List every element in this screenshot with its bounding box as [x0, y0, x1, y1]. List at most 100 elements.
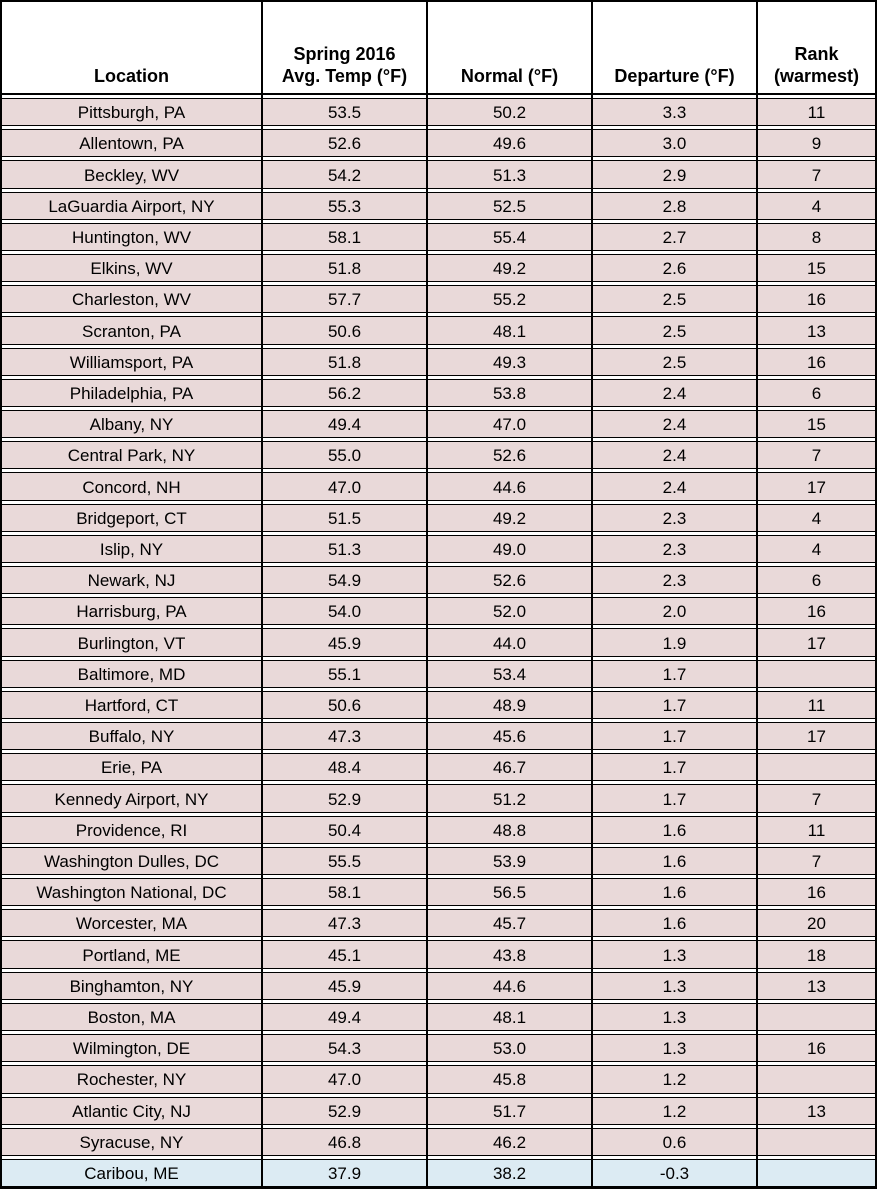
- cell-normal: 49.6: [428, 130, 593, 157]
- cell-normal: 55.2: [428, 286, 593, 313]
- row-spacer: [2, 875, 875, 879]
- row-spacer: [2, 719, 875, 723]
- cell-location: Harrisburg, PA: [2, 598, 263, 625]
- table-row: Albany, NY 49.4 47.0 2.4 15: [2, 410, 875, 439]
- row-spacer: [2, 407, 875, 411]
- cell-departure: 2.3: [593, 567, 758, 594]
- cell-rank: 16: [807, 290, 826, 310]
- row-spacer: [2, 375, 875, 379]
- cell-normal: 55.4: [428, 223, 593, 251]
- row-spacer: [2, 282, 875, 286]
- cell-normal: 52.6: [428, 442, 593, 469]
- cell-location: Atlantic City, NJ: [2, 1097, 263, 1124]
- cell-avg-temp: 52.9: [263, 1097, 428, 1124]
- cell-rank: 17: [807, 633, 826, 653]
- table-row: Central Park, NY 55.0 52.6 2.4 7: [2, 441, 875, 470]
- header-avg-temp: Spring 2016 Avg. Temp (°F): [263, 2, 428, 93]
- row-spacer: [2, 500, 875, 504]
- cell-avg-temp: 55.0: [263, 442, 428, 469]
- cell-departure: 1.6: [593, 910, 758, 937]
- row-spacer: [2, 313, 875, 317]
- cell-departure: 2.5: [593, 286, 758, 313]
- cell-departure: 2.5: [593, 317, 758, 344]
- cell-avg-temp: 52.9: [263, 785, 428, 812]
- row-spacer: [2, 594, 875, 598]
- row-spacer: [2, 656, 875, 660]
- cell-normal: 53.9: [428, 847, 593, 875]
- cell-avg-temp: 56.2: [263, 379, 428, 407]
- row-spacer: [2, 219, 875, 223]
- cell-departure: 1.2: [593, 1066, 758, 1093]
- cell-location: Erie, PA: [2, 754, 263, 781]
- cell-departure: 2.9: [593, 161, 758, 188]
- cell-departure: 1.7: [593, 754, 758, 781]
- cell-location: Pittsburgh, PA: [2, 99, 263, 126]
- table-row: Allentown, PA 52.6 49.6 3.0 9: [2, 129, 875, 158]
- cell-normal: 44.0: [428, 629, 593, 656]
- cell-location: Concord, NH: [2, 473, 263, 500]
- cell-location: Rochester, NY: [2, 1066, 263, 1093]
- cell-normal: 51.2: [428, 785, 593, 812]
- cell-normal: 50.2: [428, 99, 593, 126]
- cell-departure: 3.0: [593, 130, 758, 157]
- cell-normal: 56.5: [428, 879, 593, 906]
- cell-avg-temp: 58.1: [263, 879, 428, 906]
- cell-rank: 9: [811, 134, 822, 154]
- cell-location: Williamsport, PA: [2, 348, 263, 375]
- cell-normal: 44.6: [428, 972, 593, 999]
- table-row: Binghamton, NY 45.9 44.6 1.3 13: [2, 971, 875, 1000]
- cell-avg-temp: 57.7: [263, 286, 428, 313]
- cell-location: Bridgeport, CT: [2, 504, 263, 531]
- cell-departure: -0.3: [593, 1159, 758, 1187]
- table-row: Hartford, CT 50.6 48.9 1.7 11: [2, 690, 875, 720]
- row-spacer: [2, 126, 875, 130]
- table-row: Philadelphia, PA 56.2 53.8 2.4 6: [2, 378, 875, 408]
- cell-rank: 15: [807, 259, 826, 279]
- cell-location: Boston, MA: [2, 1003, 263, 1031]
- row-spacer: [2, 157, 875, 161]
- cell-departure: 2.3: [593, 504, 758, 531]
- cell-rank: 13: [807, 321, 826, 341]
- cell-normal: 48.1: [428, 317, 593, 344]
- cell-rank: 11: [807, 103, 826, 123]
- table-row: Pittsburgh, PA 53.5 50.2 3.3 11: [2, 98, 875, 127]
- cell-normal: 49.0: [428, 535, 593, 563]
- row-spacer: [2, 563, 875, 567]
- cell-avg-temp: 55.3: [263, 192, 428, 219]
- cell-departure: 2.4: [593, 442, 758, 469]
- cell-departure: 1.7: [593, 723, 758, 750]
- table-row: Portland, ME 45.1 43.8 1.3 18: [2, 940, 875, 969]
- cell-rank: [758, 1066, 875, 1092]
- cell-normal: 53.8: [428, 379, 593, 407]
- cell-avg-temp: 45.9: [263, 972, 428, 999]
- cell-location: Newark, NJ: [2, 567, 263, 594]
- table-header-row: Location Spring 2016 Avg. Temp (°F) Norm…: [2, 2, 875, 95]
- cell-rank: [758, 1004, 875, 1030]
- row-spacer: [2, 1155, 875, 1159]
- header-rank: Rank (warmest): [773, 44, 860, 87]
- cell-departure: 2.3: [593, 535, 758, 563]
- table-row: Atlantic City, NJ 52.9 51.7 1.2 13: [2, 1096, 875, 1125]
- cell-rank: 15: [807, 415, 826, 435]
- cell-rank: 16: [807, 883, 826, 903]
- cell-departure: 1.6: [593, 879, 758, 906]
- cell-avg-temp: 47.0: [263, 1066, 428, 1093]
- cell-avg-temp: 54.3: [263, 1035, 428, 1062]
- cell-avg-temp: 54.2: [263, 161, 428, 188]
- table-row: Washington National, DC 58.1 56.5 1.6 16: [2, 878, 875, 907]
- cell-rank: 20: [807, 914, 826, 934]
- cell-normal: 45.7: [428, 910, 593, 937]
- cell-location: Baltimore, MD: [2, 660, 263, 687]
- cell-rank: 13: [807, 1101, 826, 1121]
- cell-location: Elkins, WV: [2, 255, 263, 282]
- cell-location: Wilmington, DE: [2, 1035, 263, 1062]
- cell-avg-temp: 54.9: [263, 567, 428, 594]
- table-row: Wilmington, DE 54.3 53.0 1.3 16: [2, 1034, 875, 1063]
- cell-rank: [758, 1129, 875, 1155]
- cell-rank: 17: [807, 477, 826, 497]
- cell-rank: 7: [811, 165, 822, 185]
- row-spacer: [2, 469, 875, 473]
- cell-rank: 4: [811, 196, 822, 216]
- cell-departure: 0.6: [593, 1128, 758, 1155]
